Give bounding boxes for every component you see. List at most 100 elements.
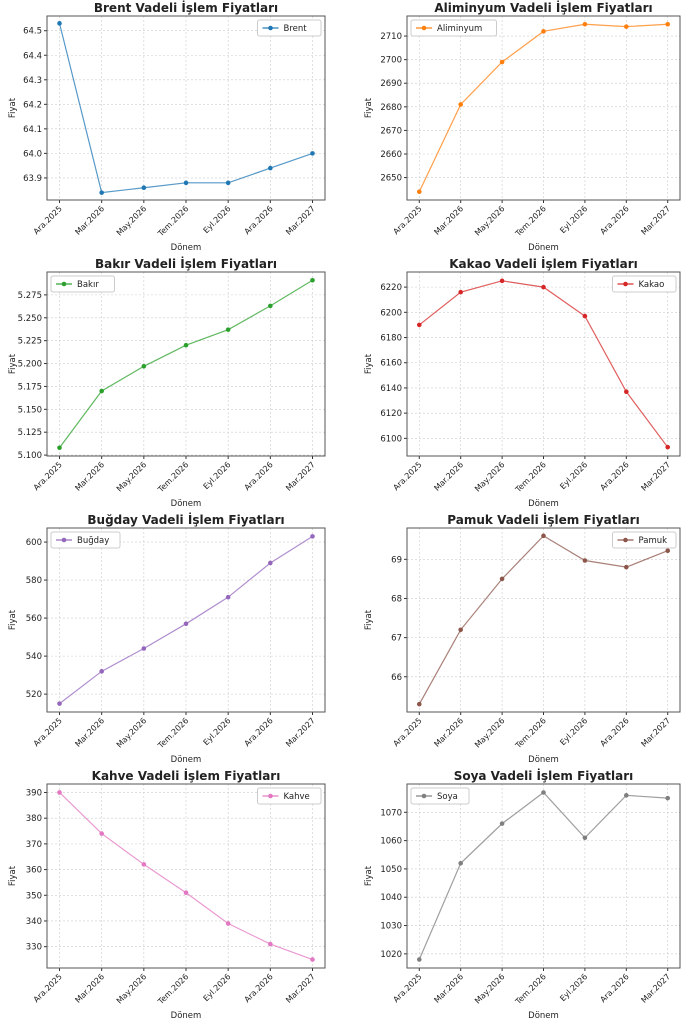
y-tick-label: 1050 bbox=[380, 865, 402, 875]
chart-5: Pamuk Vadeli İşlem Fiyatları Ara.2025 Mar.… bbox=[364, 512, 681, 765]
y-tick-label: 370 bbox=[26, 840, 42, 850]
plot-frame bbox=[46, 783, 326, 969]
y-tick-label: 1060 bbox=[380, 837, 402, 847]
y-tick-label: 1040 bbox=[380, 893, 402, 903]
x-tick-label: Eyl.2026 bbox=[202, 972, 233, 1003]
legend: Kahve bbox=[257, 787, 322, 805]
legend: Bakır bbox=[50, 275, 115, 293]
x-axis-label: Dönem bbox=[171, 499, 202, 509]
plot-frame bbox=[406, 271, 681, 457]
y-tick-label: 2710 bbox=[380, 32, 402, 42]
x-tick-label: Tem.2026 bbox=[513, 204, 548, 239]
data-point bbox=[183, 621, 189, 627]
chart-3: Kakao Vadeli İşlem Fiyatları Ara.2025 Mar.… bbox=[364, 256, 681, 509]
x-tick-label: May.2026 bbox=[473, 204, 506, 237]
plot-frame bbox=[46, 15, 326, 201]
x-tick-label: Mar.2026 bbox=[73, 204, 106, 237]
y-axis-label: Fiyat bbox=[364, 97, 374, 118]
data-point bbox=[541, 29, 546, 34]
x-tick-label: Mar.2026 bbox=[432, 204, 465, 237]
chart-0: Brent Vadeli İşlem Fiyatları Ara.2025 Mar.… bbox=[8, 0, 326, 253]
y-tick-label: 6140 bbox=[380, 384, 402, 394]
chart-6: Kahve Vadeli İşlem Fiyatları Ara.2025 Mar.… bbox=[8, 768, 326, 1021]
legend-marker bbox=[421, 25, 427, 31]
x-tick-label: May.2026 bbox=[473, 972, 506, 1005]
data-point bbox=[57, 790, 62, 795]
x-tick-label: Ara.2026 bbox=[598, 716, 630, 748]
x-tick-label: Tem.2026 bbox=[156, 972, 191, 1007]
data-point bbox=[665, 444, 671, 450]
data-point bbox=[541, 533, 546, 539]
y-tick-label: 64.0 bbox=[23, 149, 42, 159]
data-point bbox=[268, 303, 273, 309]
x-tick-label: Mar.2027 bbox=[639, 460, 672, 493]
legend-box bbox=[410, 787, 470, 805]
x-tick-label: Tem.2026 bbox=[513, 460, 548, 495]
y-tick-label: 360 bbox=[26, 866, 42, 876]
y-tick-label: 1020 bbox=[380, 950, 402, 960]
data-point bbox=[141, 862, 147, 867]
legend-label: Pamuk bbox=[639, 536, 668, 546]
x-tick-label: Eyl.2026 bbox=[558, 204, 589, 235]
data-point bbox=[624, 564, 629, 570]
y-tick-label: 520 bbox=[26, 690, 42, 700]
x-tick-label: Eyl.2026 bbox=[202, 460, 233, 491]
legend-marker bbox=[268, 793, 273, 799]
chart-title: Kahve Vadeli İşlem Fiyatları bbox=[92, 768, 281, 783]
chart-title: Soya Vadeli İşlem Fiyatları bbox=[454, 768, 634, 783]
data-point bbox=[310, 957, 315, 962]
x-axis-label: Dönem bbox=[171, 243, 202, 253]
x-tick-label: Tem.2026 bbox=[513, 972, 548, 1007]
x-tick-label: Eyl.2026 bbox=[202, 716, 233, 747]
x-tick-label: Mar.2027 bbox=[639, 204, 672, 237]
y-tick-label: 2660 bbox=[380, 150, 402, 160]
data-point bbox=[499, 278, 505, 284]
y-tick-label: 1070 bbox=[380, 808, 402, 818]
y-tick-label: 580 bbox=[26, 576, 42, 586]
x-tick-label: Mar.2026 bbox=[432, 972, 465, 1005]
x-tick-label: Tem.2026 bbox=[156, 204, 191, 239]
legend-marker bbox=[268, 25, 273, 31]
x-tick-label: Eyl.2026 bbox=[558, 716, 589, 747]
data-point bbox=[416, 701, 422, 707]
data-point bbox=[310, 151, 315, 156]
data-point bbox=[499, 59, 505, 65]
plot-frame bbox=[46, 527, 326, 713]
x-tick-label: Eyl.2026 bbox=[558, 460, 589, 491]
legend-label: Bakır bbox=[77, 280, 99, 290]
x-tick-label: Ara.2025 bbox=[391, 204, 423, 236]
x-tick-label: Mar.2026 bbox=[432, 460, 465, 493]
y-axis-label: Fiyat bbox=[364, 609, 374, 630]
x-tick-label: Mar.2027 bbox=[284, 716, 317, 749]
data-point bbox=[499, 821, 505, 826]
x-tick-label: Ara.2025 bbox=[391, 460, 423, 492]
chart-7: Soya Vadeli İşlem Fiyatları Ara.2025 Mar.2… bbox=[364, 768, 681, 1021]
x-tick-label: May.2026 bbox=[115, 716, 148, 749]
legend-box bbox=[50, 275, 115, 293]
chart-1: Aliminyum Vadeli İşlem Fiyatları Ara.2025… bbox=[364, 0, 681, 253]
x-tick-label: Tem.2026 bbox=[156, 716, 191, 751]
x-tick-label: Mar.2027 bbox=[284, 204, 317, 237]
x-tick-label: May.2026 bbox=[115, 972, 148, 1005]
chart-title: Pamuk Vadeli İşlem Fiyatları bbox=[447, 512, 639, 527]
data-point bbox=[665, 21, 671, 27]
y-tick-label: 6200 bbox=[380, 308, 402, 318]
x-axis-label: Dönem bbox=[171, 755, 202, 765]
data-point bbox=[310, 277, 315, 283]
y-tick-label: 6120 bbox=[380, 409, 402, 419]
y-tick-label: 5.150 bbox=[18, 405, 42, 415]
legend-box bbox=[257, 787, 322, 805]
x-tick-label: Ara.2026 bbox=[243, 716, 275, 748]
data-point bbox=[99, 831, 104, 836]
data-point bbox=[582, 558, 588, 563]
plot-frame bbox=[406, 527, 681, 713]
legend-box bbox=[612, 275, 677, 293]
y-tick-label: 350 bbox=[26, 891, 42, 901]
x-axis-label: Dönem bbox=[528, 1011, 559, 1021]
data-point bbox=[624, 793, 629, 798]
legend-box bbox=[50, 531, 121, 549]
plot-frame bbox=[406, 15, 681, 201]
x-tick-label: Mar.2027 bbox=[284, 972, 317, 1005]
data-point bbox=[225, 327, 231, 332]
data-point bbox=[582, 835, 588, 841]
